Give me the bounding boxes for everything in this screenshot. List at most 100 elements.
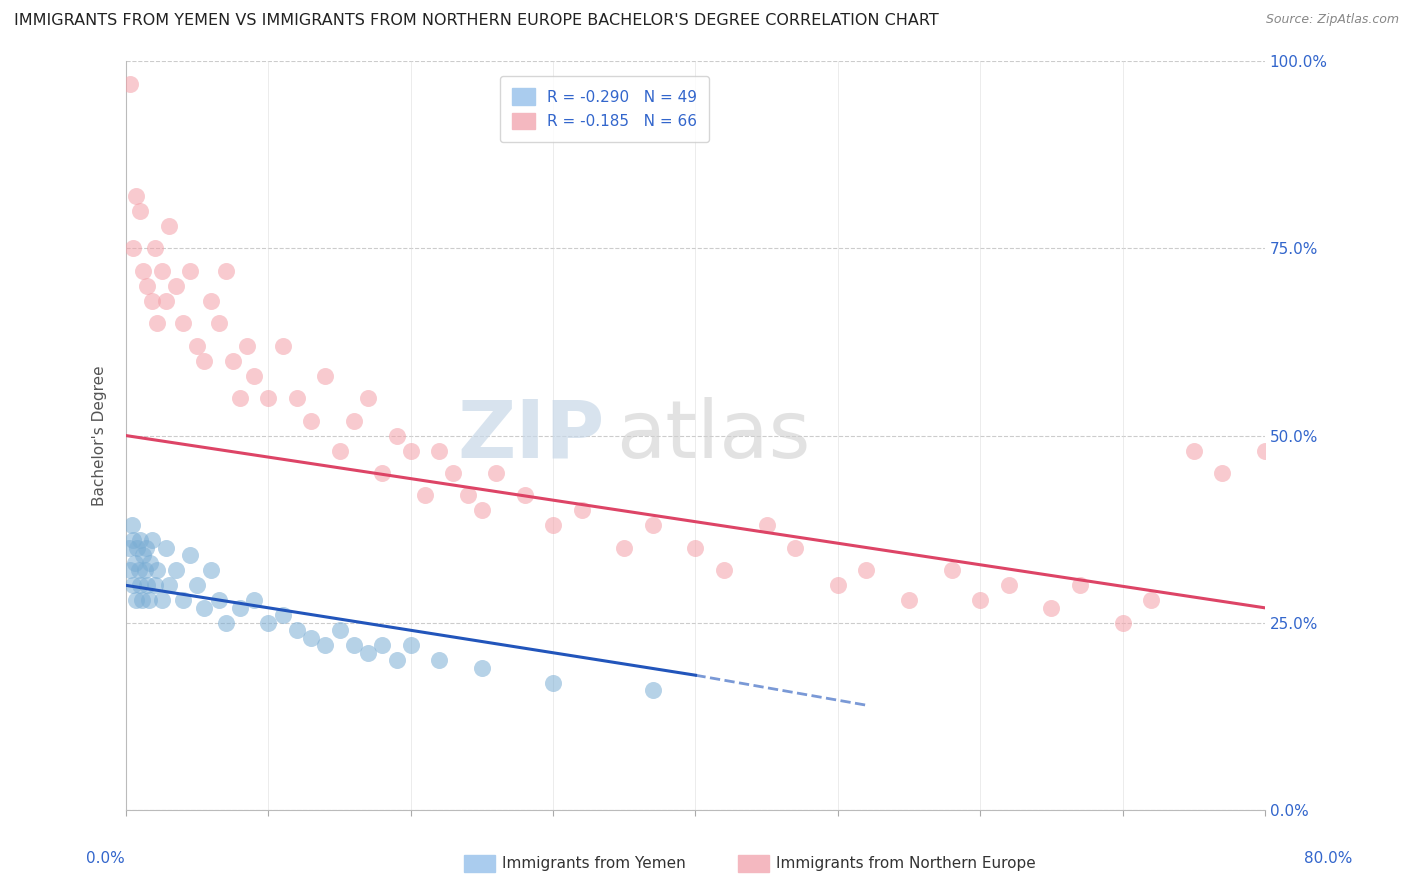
Point <box>207 593 229 607</box>
Text: 0.0%: 0.0% <box>86 851 125 865</box>
Point <box>1182 443 1205 458</box>
Point <box>229 600 252 615</box>
Point <box>229 391 252 405</box>
Point <box>146 563 169 577</box>
Point <box>329 443 352 458</box>
Point <box>827 578 849 592</box>
Text: IMMIGRANTS FROM YEMEN VS IMMIGRANTS FROM NORTHERN EUROPE BACHELOR'S DEGREE CORRE: IMMIGRANTS FROM YEMEN VS IMMIGRANTS FROM… <box>14 13 939 29</box>
Point <box>143 241 166 255</box>
Point <box>120 563 142 577</box>
Point <box>122 241 145 255</box>
Point <box>150 264 173 278</box>
Point <box>135 541 157 555</box>
Point <box>371 466 394 480</box>
Point <box>118 541 141 555</box>
Point <box>136 278 159 293</box>
Point <box>1282 458 1305 473</box>
Point <box>128 563 150 577</box>
Point <box>186 339 208 353</box>
Point <box>157 219 180 233</box>
Point <box>427 443 450 458</box>
Point <box>129 203 152 218</box>
Point <box>155 541 177 555</box>
Point <box>271 608 294 623</box>
Point <box>215 615 238 630</box>
Point <box>1040 600 1063 615</box>
Point <box>343 414 366 428</box>
Text: Immigrants from Yemen: Immigrants from Yemen <box>502 856 686 871</box>
Point <box>179 264 201 278</box>
Point <box>157 578 180 592</box>
Point <box>141 533 163 548</box>
Point <box>131 593 153 607</box>
Point <box>385 653 408 667</box>
Point <box>179 549 201 563</box>
Point <box>243 593 266 607</box>
Point <box>141 293 163 308</box>
Point <box>385 428 408 442</box>
Text: Source: ZipAtlas.com: Source: ZipAtlas.com <box>1265 13 1399 27</box>
Text: atlas: atlas <box>616 397 810 475</box>
Point <box>143 578 166 592</box>
Point <box>314 638 336 652</box>
Point <box>155 293 177 308</box>
Point <box>413 488 436 502</box>
Point <box>236 339 259 353</box>
Point <box>172 593 194 607</box>
Point <box>132 549 155 563</box>
Point <box>285 624 308 638</box>
Point <box>150 593 173 607</box>
Point <box>1396 451 1406 466</box>
Point <box>257 391 280 405</box>
Point <box>138 593 160 607</box>
Point <box>755 518 778 533</box>
Point <box>200 293 222 308</box>
Point <box>357 646 380 660</box>
Point <box>541 518 564 533</box>
Point <box>1254 443 1277 458</box>
Point <box>855 563 877 577</box>
Point <box>165 563 187 577</box>
Point <box>541 675 564 690</box>
Point <box>969 593 991 607</box>
Point <box>285 391 308 405</box>
Point <box>343 638 366 652</box>
Point <box>129 578 152 592</box>
Legend: R = -0.290   N = 49, R = -0.185   N = 66: R = -0.290 N = 49, R = -0.185 N = 66 <box>499 77 709 142</box>
Point <box>125 593 148 607</box>
Point <box>471 503 494 517</box>
Point <box>713 563 735 577</box>
Text: 80.0%: 80.0% <box>1305 851 1353 865</box>
Point <box>200 563 222 577</box>
Text: ZIP: ZIP <box>457 397 605 475</box>
Point <box>1111 615 1133 630</box>
Point <box>329 624 352 638</box>
Point <box>427 653 450 667</box>
Point <box>613 541 636 555</box>
Point <box>129 533 152 548</box>
Point <box>941 563 963 577</box>
Point <box>222 353 245 368</box>
Point <box>207 316 229 330</box>
Point <box>193 353 215 368</box>
Point <box>457 488 479 502</box>
Point <box>127 541 149 555</box>
Point <box>399 443 422 458</box>
Point <box>299 414 322 428</box>
Point <box>172 316 194 330</box>
Point <box>443 466 465 480</box>
Point <box>898 593 921 607</box>
Point <box>122 578 145 592</box>
Y-axis label: Bachelor's Degree: Bachelor's Degree <box>93 365 107 506</box>
Point <box>139 556 162 570</box>
Point <box>121 518 143 533</box>
Point <box>193 600 215 615</box>
Point <box>124 556 146 570</box>
Point <box>215 264 238 278</box>
Point <box>641 683 664 698</box>
Point <box>257 615 280 630</box>
Point <box>146 316 169 330</box>
Text: Immigrants from Northern Europe: Immigrants from Northern Europe <box>776 856 1036 871</box>
Point <box>485 466 508 480</box>
Point <box>357 391 380 405</box>
